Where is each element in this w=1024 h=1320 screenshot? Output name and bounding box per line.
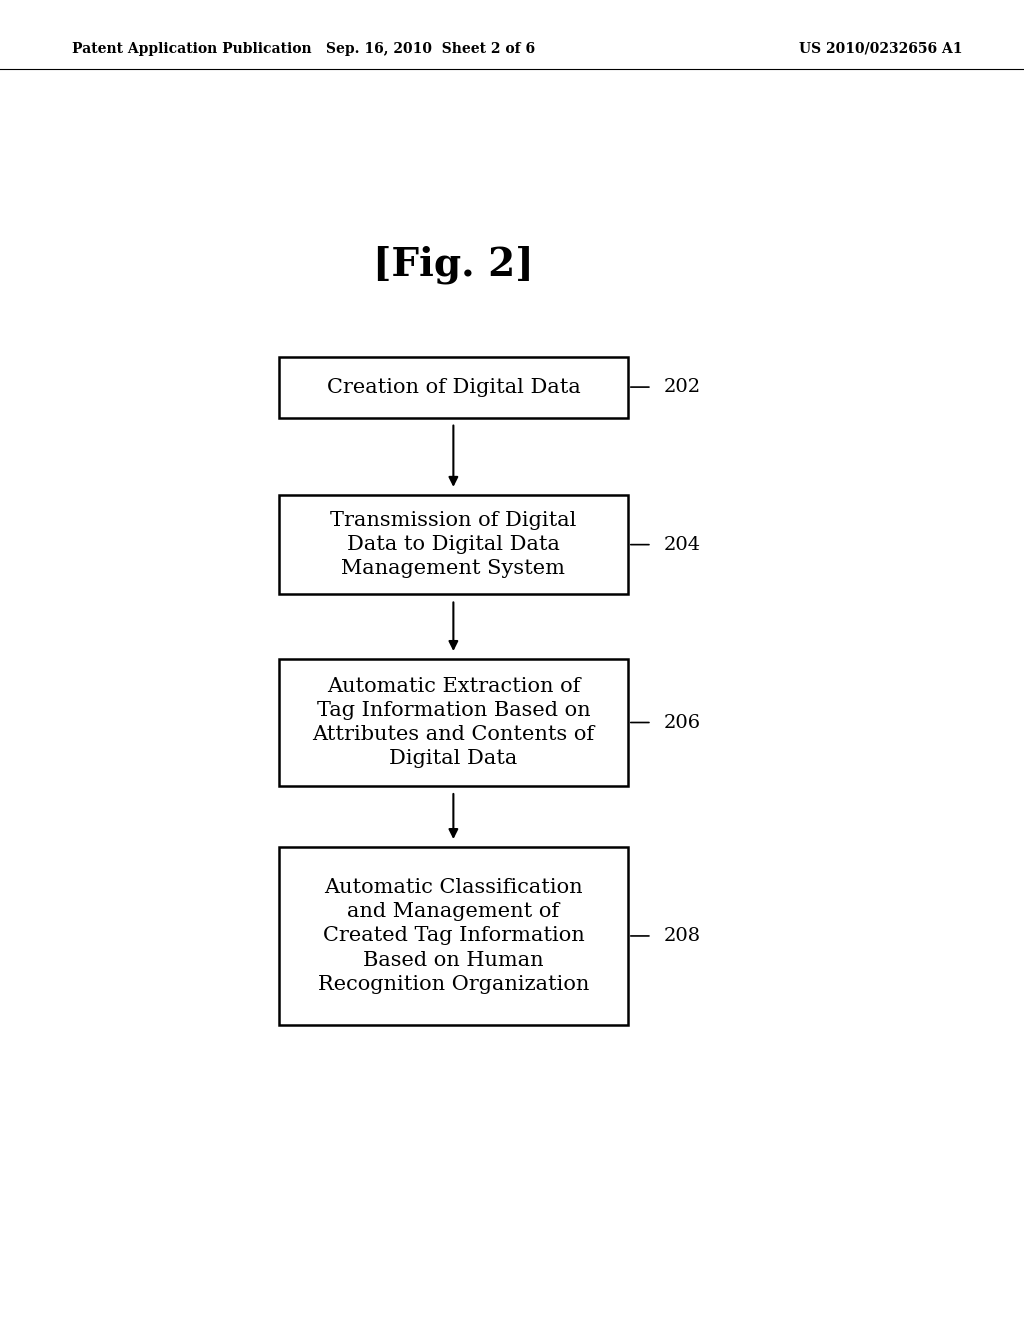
Text: Sep. 16, 2010  Sheet 2 of 6: Sep. 16, 2010 Sheet 2 of 6 <box>326 42 535 55</box>
Bar <box>279 495 628 594</box>
Text: Automatic Classification
and Management of
Created Tag Information
Based on Huma: Automatic Classification and Management … <box>317 878 589 994</box>
Text: Patent Application Publication: Patent Application Publication <box>72 42 311 55</box>
Text: [Fig. 2]: [Fig. 2] <box>373 246 534 284</box>
Text: Creation of Digital Data: Creation of Digital Data <box>327 378 581 396</box>
Text: 204: 204 <box>664 536 700 553</box>
Bar <box>279 847 628 1024</box>
Text: 208: 208 <box>664 927 700 945</box>
Text: 206: 206 <box>664 714 700 731</box>
Bar <box>279 356 628 417</box>
Text: Transmission of Digital
Data to Digital Data
Management System: Transmission of Digital Data to Digital … <box>330 511 577 578</box>
Bar <box>279 659 628 785</box>
Text: Automatic Extraction of
Tag Information Based on
Attributes and Contents of
Digi: Automatic Extraction of Tag Information … <box>312 677 595 768</box>
Text: US 2010/0232656 A1: US 2010/0232656 A1 <box>799 42 963 55</box>
Text: 202: 202 <box>664 378 700 396</box>
